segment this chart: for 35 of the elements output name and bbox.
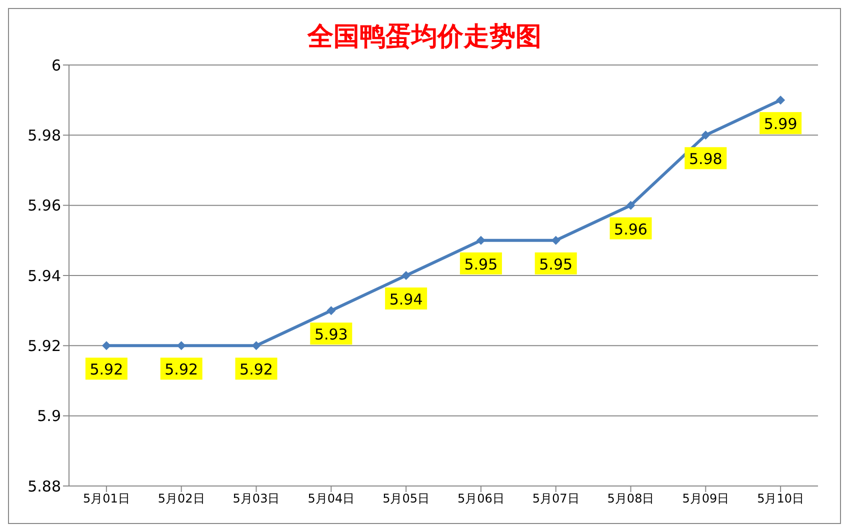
data-label: 5.98 xyxy=(688,150,722,168)
x-tick-label: 5月04日 xyxy=(308,492,355,506)
x-tick-label: 5月02日 xyxy=(158,492,205,506)
data-label: 5.92 xyxy=(164,360,198,379)
data-label: 5.92 xyxy=(240,360,273,379)
data-label: 5.92 xyxy=(90,360,124,379)
y-tick-label: 5.98 xyxy=(28,126,61,144)
x-tick-label: 5月09日 xyxy=(682,492,730,506)
y-tick-label: 6 xyxy=(51,56,61,74)
x-tick-label: 5月03日 xyxy=(232,492,280,506)
data-label: 5.95 xyxy=(464,255,498,274)
x-tick-label: 5月06日 xyxy=(457,492,504,506)
y-tick-label: 5.94 xyxy=(28,266,61,285)
x-tick-label: 5月10日 xyxy=(757,492,804,506)
data-label: 5.99 xyxy=(764,115,798,134)
x-tick-label: 5月05日 xyxy=(382,492,430,506)
point xyxy=(476,236,486,245)
y-tick-label: 5.88 xyxy=(28,477,61,496)
point xyxy=(776,96,786,105)
y-tick-label: 5.92 xyxy=(28,336,61,355)
y-tick-label: 5.9 xyxy=(37,407,61,426)
point xyxy=(102,341,111,350)
point xyxy=(701,130,710,140)
x-tick-label: 5月07日 xyxy=(532,492,580,506)
chart-title: 全国鸭蛋均价走势图 xyxy=(306,21,542,54)
point xyxy=(626,200,636,210)
x-tick-label: 5月01日 xyxy=(82,492,130,506)
point xyxy=(402,271,411,280)
data-label: 5.94 xyxy=(389,290,423,308)
data-label: 5.95 xyxy=(539,255,573,274)
data-label: 5.93 xyxy=(314,326,348,344)
x-tick-label: 5月08日 xyxy=(607,492,654,506)
data-label: 5.96 xyxy=(614,220,648,238)
point xyxy=(326,306,336,316)
y-tick-label: 5.96 xyxy=(28,196,61,215)
